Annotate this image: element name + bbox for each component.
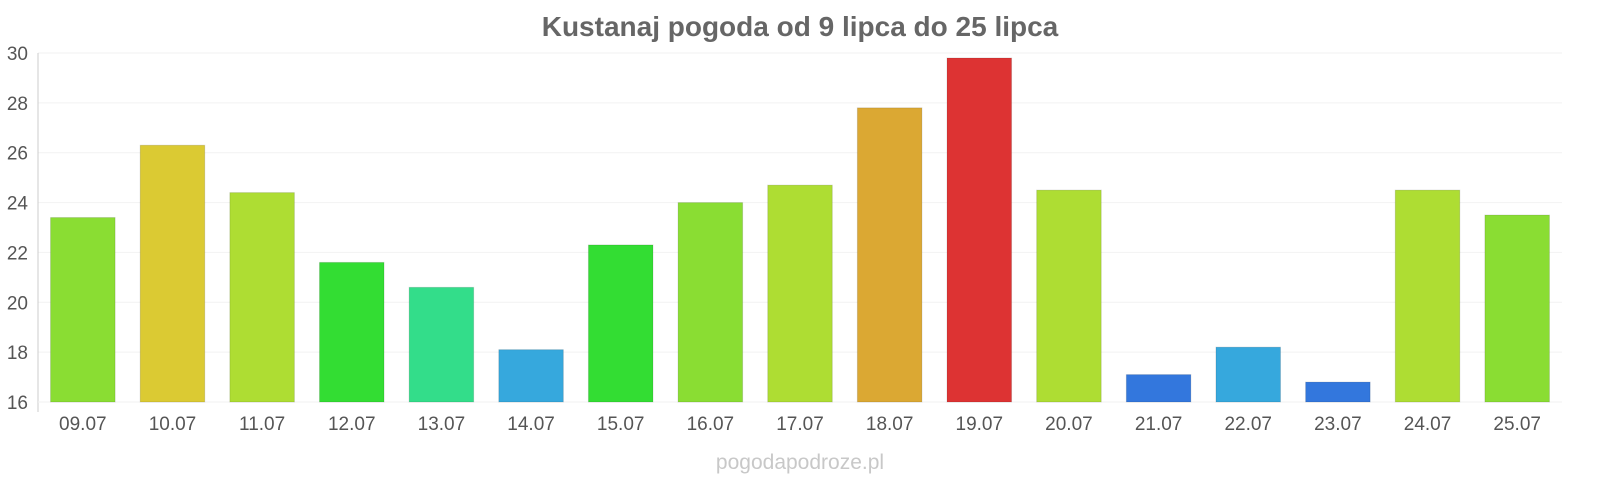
bar-17.07 [767,184,833,403]
bar-19.07 [946,57,1013,403]
x-tick-label: 18.07 [866,414,914,435]
bar-21.07 [1125,374,1192,403]
bar-15.07 [587,244,654,403]
bar-22.07 [1215,346,1282,403]
x-tick-label: 15.07 [597,414,645,435]
bar-12.07 [318,261,385,403]
bar-18.07 [856,107,923,403]
bar-25.07 [1484,214,1550,403]
bar-10.07 [139,144,206,403]
chart-title: Kustanaj pogoda od 9 lipca do 25 lipca [542,11,1059,42]
y-tick-label: 26 [7,144,28,165]
bar-16.07 [677,202,744,403]
bar-14.07 [498,349,564,403]
bar-20.07 [1036,189,1102,403]
y-tick-label: 30 [7,44,28,65]
bars [50,57,1550,403]
x-tick-label: 23.07 [1314,414,1362,435]
y-tick-label: 28 [7,94,28,115]
x-tick-label: 22.07 [1224,414,1272,435]
y-tick-label: 20 [7,293,28,314]
x-tick-label: 12.07 [328,414,376,435]
x-tick-label: 17.07 [776,414,824,435]
x-tick-label: 09.07 [59,414,107,435]
bar-11.07 [229,192,295,403]
x-tick-label: 19.07 [956,414,1004,435]
x-tick-label: 13.07 [418,414,466,435]
x-axis-labels: 09.07 10.07 11.07 12.07 13.07 14.07 15.07 16.07… [59,414,1541,435]
x-tick-label: 20.07 [1045,414,1093,435]
y-tick-label: 22 [7,243,28,264]
x-tick-label: 24.07 [1404,414,1452,435]
x-tick-label: 10.07 [149,414,197,435]
bar-09.07 [50,217,116,403]
bar-13.07 [408,286,475,403]
y-tick-label: 24 [7,194,29,215]
x-tick-label: 16.07 [687,414,735,435]
y-tick-label: 16 [7,393,28,414]
watermark: pogodapodroze.pl [716,451,884,474]
y-tick-label: 18 [7,343,28,364]
x-tick-label: 25.07 [1493,414,1541,435]
x-tick-label: 21.07 [1135,414,1183,435]
x-tick-label: 14.07 [507,414,555,435]
bar-24.07 [1394,189,1461,403]
bar-23.07 [1305,381,1371,403]
x-tick-label: 11.07 [239,414,285,435]
